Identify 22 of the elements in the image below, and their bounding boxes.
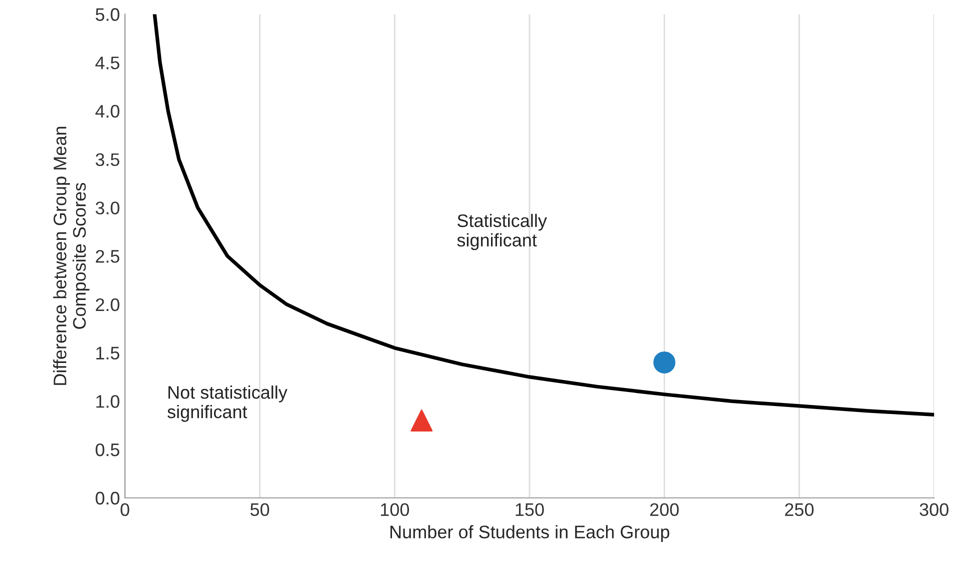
- x-tick-label: 100: [380, 503, 410, 516]
- x-tick-label: 300: [920, 503, 948, 516]
- y-tick-label: 3.5: [96, 153, 120, 166]
- x-tick-label: 250: [785, 503, 814, 516]
- x-tick-label: 0: [120, 503, 130, 516]
- y-tick-label: 4.0: [95, 104, 120, 118]
- x-axis-title: Number of Students in Each Group: [390, 525, 670, 542]
- y-axis-title: Difference between Group Mean Composite Scores: [53, 126, 90, 385]
- annotation: Not statistically significant: [168, 386, 288, 422]
- x-tick-label: 150: [516, 503, 544, 516]
- y-tick-label: 4.5: [95, 56, 120, 70]
- y-tick-label: 0.5: [96, 443, 120, 456]
- annotation: Statistically significant: [457, 214, 547, 250]
- y-tick-label: 0.0: [96, 492, 120, 505]
- y-tick-label: 2.5: [96, 250, 120, 263]
- y-tick-label: 5.0: [96, 8, 120, 21]
- x-tick-label: 50: [250, 503, 270, 516]
- y-tick-label: 3.0: [96, 202, 120, 214]
- x-tick-label: 200: [650, 503, 679, 516]
- y-tick-label: 1.0: [96, 395, 120, 408]
- y-tick-label: 1.5: [96, 346, 120, 360]
- y-tick-label: 2.0: [96, 298, 120, 312]
